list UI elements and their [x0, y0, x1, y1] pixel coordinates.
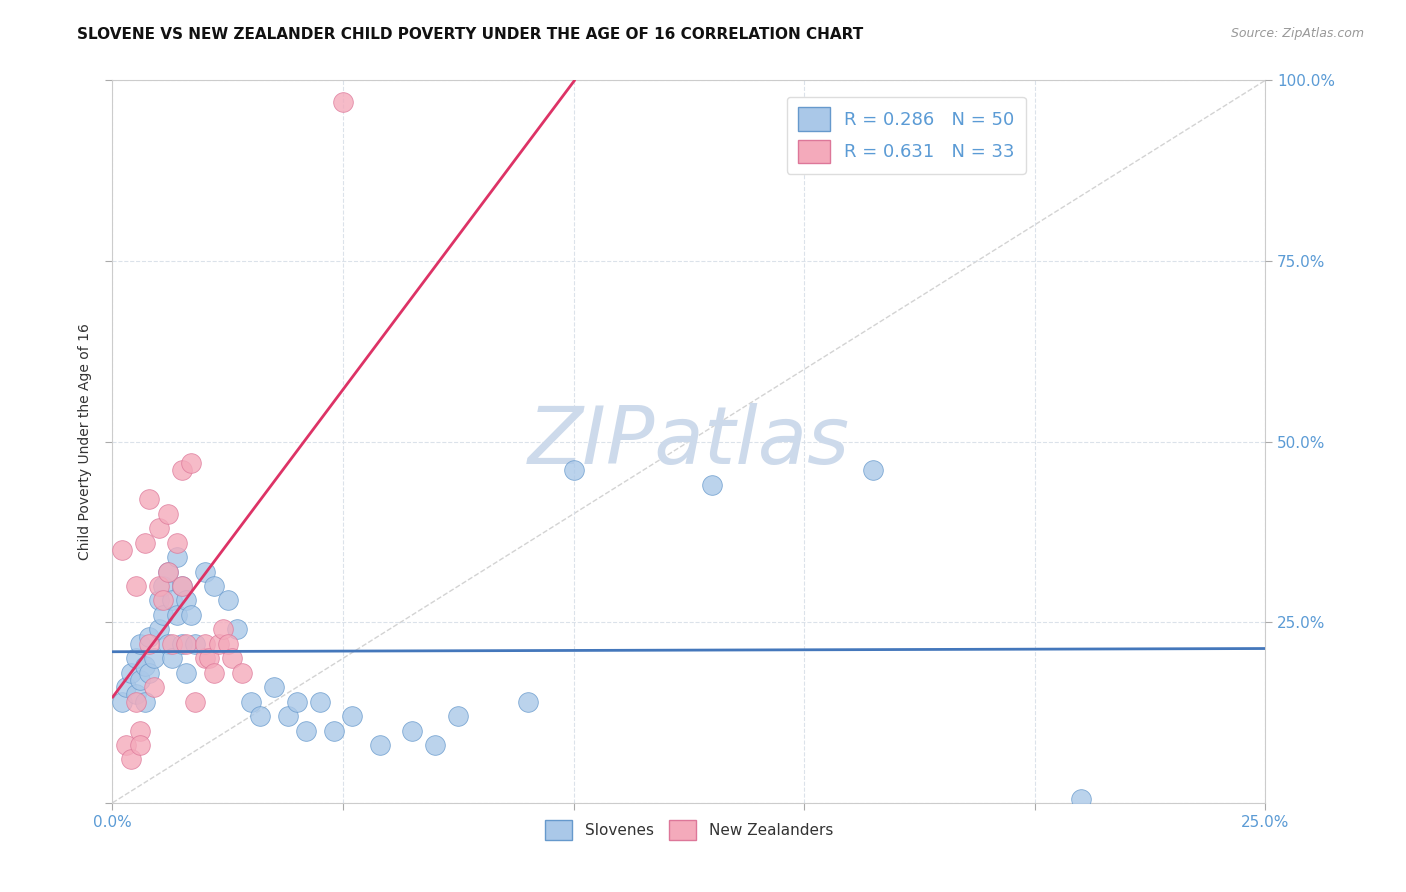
- Point: [174, 593, 197, 607]
- Point: [202, 579, 225, 593]
- Point: [368, 738, 391, 752]
- Point: [166, 550, 188, 565]
- Point: [143, 680, 166, 694]
- Point: [184, 695, 207, 709]
- Point: [217, 637, 239, 651]
- Point: [447, 709, 470, 723]
- Point: [401, 723, 423, 738]
- Text: SLOVENE VS NEW ZEALANDER CHILD POVERTY UNDER THE AGE OF 16 CORRELATION CHART: SLOVENE VS NEW ZEALANDER CHILD POVERTY U…: [77, 27, 863, 42]
- Point: [124, 651, 146, 665]
- Point: [170, 579, 193, 593]
- Point: [194, 637, 217, 651]
- Point: [180, 456, 202, 470]
- Point: [148, 579, 170, 593]
- Point: [152, 607, 174, 622]
- Point: [277, 709, 299, 723]
- Point: [285, 695, 308, 709]
- Point: [156, 507, 179, 521]
- Point: [170, 637, 193, 651]
- Point: [156, 565, 179, 579]
- Text: ZIPatlas: ZIPatlas: [527, 402, 851, 481]
- Point: [120, 752, 142, 766]
- Point: [342, 709, 364, 723]
- Point: [516, 695, 538, 709]
- Point: [332, 95, 354, 109]
- Point: [138, 665, 160, 680]
- Point: [226, 623, 249, 637]
- Point: [212, 623, 235, 637]
- Point: [129, 673, 152, 687]
- Point: [115, 680, 138, 694]
- Point: [239, 695, 262, 709]
- Point: [156, 565, 179, 579]
- Point: [249, 709, 271, 723]
- Point: [148, 623, 170, 637]
- Point: [194, 565, 217, 579]
- Point: [700, 478, 723, 492]
- Point: [174, 665, 197, 680]
- Point: [562, 463, 585, 477]
- Point: [207, 637, 229, 651]
- Point: [202, 665, 225, 680]
- Point: [862, 463, 884, 477]
- Point: [166, 607, 188, 622]
- Point: [295, 723, 318, 738]
- Point: [221, 651, 243, 665]
- Point: [156, 637, 179, 651]
- Point: [134, 658, 156, 673]
- Point: [129, 738, 152, 752]
- Point: [180, 607, 202, 622]
- Point: [263, 680, 285, 694]
- Point: [134, 535, 156, 549]
- Point: [129, 723, 152, 738]
- Point: [152, 579, 174, 593]
- Point: [198, 651, 221, 665]
- Point: [425, 738, 447, 752]
- Point: [115, 738, 138, 752]
- Point: [152, 593, 174, 607]
- Point: [124, 687, 146, 701]
- Point: [162, 651, 184, 665]
- Point: [162, 637, 184, 651]
- Point: [111, 542, 134, 557]
- Point: [162, 593, 184, 607]
- Point: [148, 521, 170, 535]
- Point: [309, 695, 332, 709]
- Point: [174, 637, 197, 651]
- Point: [134, 695, 156, 709]
- Point: [194, 651, 217, 665]
- Point: [322, 723, 344, 738]
- Y-axis label: Child Poverty Under the Age of 16: Child Poverty Under the Age of 16: [79, 323, 93, 560]
- Text: Source: ZipAtlas.com: Source: ZipAtlas.com: [1230, 27, 1364, 40]
- Point: [1070, 792, 1092, 806]
- Point: [166, 535, 188, 549]
- Point: [231, 665, 253, 680]
- Point: [170, 579, 193, 593]
- Point: [170, 463, 193, 477]
- Point: [138, 630, 160, 644]
- Point: [120, 665, 142, 680]
- Point: [129, 637, 152, 651]
- Point: [124, 579, 146, 593]
- Legend: Slovenes, New Zealanders: Slovenes, New Zealanders: [538, 814, 839, 846]
- Point: [148, 593, 170, 607]
- Point: [138, 492, 160, 507]
- Point: [111, 695, 134, 709]
- Point: [217, 593, 239, 607]
- Point: [124, 695, 146, 709]
- Point: [138, 637, 160, 651]
- Point: [143, 651, 166, 665]
- Point: [184, 637, 207, 651]
